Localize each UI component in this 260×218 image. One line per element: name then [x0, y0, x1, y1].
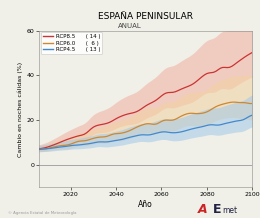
Legend: RCP8.5      ( 14 ), RCP6.0      (  6 ), RCP4.5      ( 13 ): RCP8.5 ( 14 ), RCP6.0 ( 6 ), RCP4.5 ( 13… — [41, 32, 102, 54]
Text: © Agencia Estatal de Meteorología: © Agencia Estatal de Meteorología — [8, 211, 76, 215]
Y-axis label: Cambio en noches cálidas (%): Cambio en noches cálidas (%) — [18, 61, 23, 157]
Title: ESPAÑA PENINSULAR: ESPAÑA PENINSULAR — [98, 12, 193, 21]
Text: met: met — [222, 206, 237, 215]
X-axis label: Año: Año — [138, 200, 153, 209]
Text: E: E — [213, 203, 222, 216]
Text: ANUAL: ANUAL — [118, 23, 142, 29]
Text: A: A — [198, 203, 207, 216]
